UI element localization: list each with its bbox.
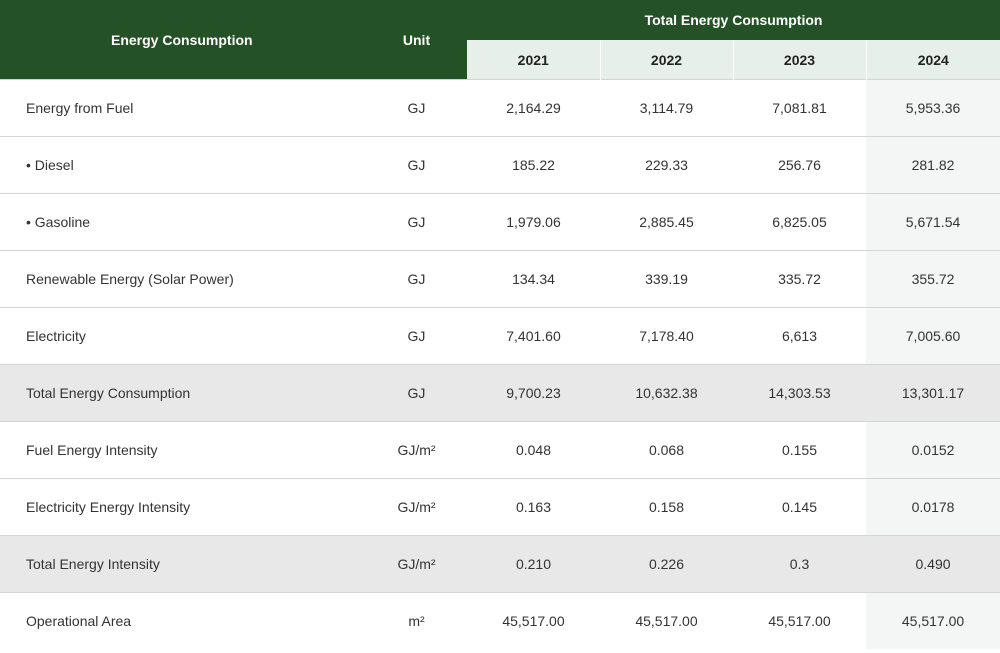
value-2023: 256.76 (733, 136, 866, 194)
value-2023: 6,825.05 (733, 193, 866, 251)
row-label: Fuel Energy Intensity (0, 421, 366, 479)
row-unit: GJ (366, 364, 467, 422)
value-2023: 45,517.00 (733, 592, 866, 649)
value-2021: 9,700.23 (467, 364, 600, 422)
value-2024: 7,005.60 (866, 307, 1000, 365)
table-row: Operational Area m² 45,517.00 45,517.00 … (0, 592, 1000, 649)
value-2021: 0.163 (467, 478, 600, 536)
value-2024: 0.490 (866, 535, 1000, 593)
value-2023: 0.145 (733, 478, 866, 536)
table-row: Electricity Energy Intensity GJ/m² 0.163… (0, 478, 1000, 536)
row-unit: GJ (366, 307, 467, 365)
value-2023: 7,081.81 (733, 79, 866, 137)
row-label: Renewable Energy (Solar Power) (0, 250, 366, 308)
value-2024: 5,671.54 (866, 193, 1000, 251)
value-2021: 2,164.29 (467, 79, 600, 137)
header-year-2021: 2021 (467, 40, 601, 80)
row-label: • Diesel (0, 136, 366, 194)
value-2021: 0.048 (467, 421, 600, 479)
table-row: • Gasoline GJ 1,979.06 2,885.45 6,825.05… (0, 193, 1000, 251)
value-2023: 335.72 (733, 250, 866, 308)
value-2021: 45,517.00 (467, 592, 600, 649)
value-2022: 0.158 (600, 478, 733, 536)
table-row: Energy from Fuel GJ 2,164.29 3,114.79 7,… (0, 79, 1000, 137)
value-2024: 355.72 (866, 250, 1000, 308)
value-2022: 45,517.00 (600, 592, 733, 649)
value-2024: 0.0178 (866, 478, 1000, 536)
header-energy-consumption: Energy Consumption (0, 0, 366, 80)
value-2024: 45,517.00 (866, 592, 1000, 649)
row-label: Electricity Energy Intensity (0, 478, 366, 536)
value-2023: 14,303.53 (733, 364, 866, 422)
value-2024: 13,301.17 (866, 364, 1000, 422)
value-2021: 185.22 (467, 136, 600, 194)
row-label: Operational Area (0, 592, 366, 649)
row-unit: GJ (366, 250, 467, 308)
row-unit: GJ (366, 79, 467, 137)
row-label: Total Energy Intensity (0, 535, 366, 593)
value-2024: 281.82 (866, 136, 1000, 194)
header-year-2022: 2022 (600, 40, 734, 80)
value-2022: 7,178.40 (600, 307, 733, 365)
value-2022: 3,114.79 (600, 79, 733, 137)
value-2021: 7,401.60 (467, 307, 600, 365)
row-unit: GJ/m² (366, 478, 467, 536)
value-2022: 2,885.45 (600, 193, 733, 251)
table-row: • Diesel GJ 185.22 229.33 256.76 281.82 (0, 136, 1000, 194)
value-2021: 134.34 (467, 250, 600, 308)
header-year-2024: 2024 (866, 40, 1000, 80)
table-row: Renewable Energy (Solar Power) GJ 134.34… (0, 250, 1000, 308)
table-row-total: Total Energy Consumption GJ 9,700.23 10,… (0, 364, 1000, 422)
row-label: • Gasoline (0, 193, 366, 251)
value-2023: 0.3 (733, 535, 866, 593)
table-row: Fuel Energy Intensity GJ/m² 0.048 0.068 … (0, 421, 1000, 479)
row-label: Electricity (0, 307, 366, 365)
header-total-energy-consumption: Total Energy Consumption (467, 0, 1000, 40)
value-2022: 0.226 (600, 535, 733, 593)
row-unit: GJ (366, 193, 467, 251)
value-2021: 1,979.06 (467, 193, 600, 251)
table-row-total: Total Energy Intensity GJ/m² 0.210 0.226… (0, 535, 1000, 593)
header-unit: Unit (366, 0, 467, 80)
value-2022: 0.068 (600, 421, 733, 479)
row-unit: m² (366, 592, 467, 649)
value-2021: 0.210 (467, 535, 600, 593)
header-year-2023: 2023 (733, 40, 867, 80)
row-label: Energy from Fuel (0, 79, 366, 137)
value-2023: 6,613 (733, 307, 866, 365)
value-2022: 339.19 (600, 250, 733, 308)
value-2024: 0.0152 (866, 421, 1000, 479)
value-2023: 0.155 (733, 421, 866, 479)
row-unit: GJ/m² (366, 535, 467, 593)
row-label: Total Energy Consumption (0, 364, 366, 422)
value-2024: 5,953.36 (866, 79, 1000, 137)
row-unit: GJ (366, 136, 467, 194)
row-unit: GJ/m² (366, 421, 467, 479)
table-row: Electricity GJ 7,401.60 7,178.40 6,613 7… (0, 307, 1000, 365)
value-2022: 229.33 (600, 136, 733, 194)
value-2022: 10,632.38 (600, 364, 733, 422)
